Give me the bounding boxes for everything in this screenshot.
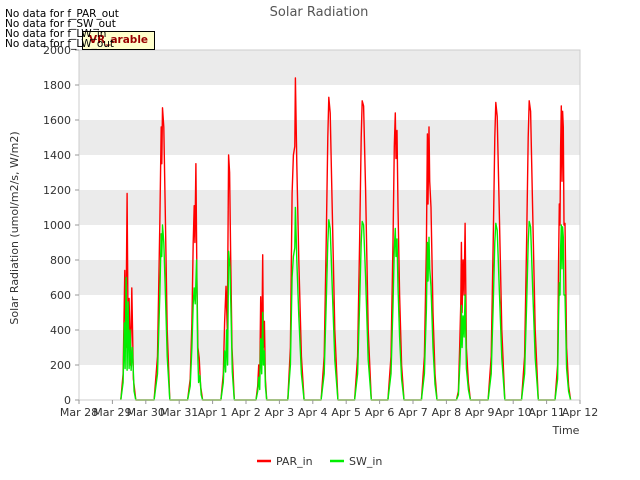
no-data-message-lw-in: No data for f_LW_in xyxy=(5,28,107,40)
legend-label: SW_in xyxy=(349,455,382,468)
legend: PAR_in SW_in xyxy=(257,455,382,468)
no-data-message-par-out: No data for f_PAR_out xyxy=(5,8,119,20)
x-tick-label: Apr 2 xyxy=(231,406,261,419)
x-tick-label: Mar 31 xyxy=(160,406,198,419)
grid-bands xyxy=(79,50,580,365)
legend-label: PAR_in xyxy=(276,455,313,468)
grid-band xyxy=(79,190,580,225)
y-tick-label: 0 xyxy=(64,394,71,407)
y-tick-label: 2000 xyxy=(43,44,71,57)
x-axis-label: Time xyxy=(552,424,580,437)
grid-band xyxy=(79,330,580,365)
y-tick-label: 1400 xyxy=(43,149,71,162)
x-tick-label: Apr 4 xyxy=(298,406,328,419)
y-tick-label: 600 xyxy=(50,289,71,302)
x-tick-label: Apr 8 xyxy=(432,406,462,419)
y-tick-label: 800 xyxy=(50,254,71,267)
x-tick-label: Apr 6 xyxy=(365,406,395,419)
grid-band xyxy=(79,120,580,155)
no-data-message-lw-out: No data for f_LW_out xyxy=(5,38,115,50)
y-tick-label: 200 xyxy=(50,359,71,372)
x-tick-label: Apr 10 xyxy=(495,406,532,419)
y-axis-label: Solar Radiation (umol/m2/s, W/m2) xyxy=(8,131,21,324)
y-tick-label: 400 xyxy=(50,324,71,337)
no-data-message-sw-out: No data for f_SW_out xyxy=(5,18,116,30)
grid-band xyxy=(79,50,580,85)
x-tick-label: Apr 11 xyxy=(528,406,565,419)
x-tick-label: Apr 3 xyxy=(265,406,295,419)
y-tick-label: 1800 xyxy=(43,79,71,92)
series-line-sw-in xyxy=(120,206,572,401)
y-tick-label: 1000 xyxy=(43,219,71,232)
x-tick-label: Mar 29 xyxy=(93,406,131,419)
x-tick-label: Apr 7 xyxy=(398,406,428,419)
x-tick-label: Apr 1 xyxy=(198,406,228,419)
x-tick-label: Apr 12 xyxy=(562,406,599,419)
chart-title: Solar Radiation xyxy=(270,5,369,20)
y-axis: 0 200 400 600 800 1000 1200 1400 1600 1800 2000 xyxy=(43,44,79,407)
y-tick-label: 1200 xyxy=(43,184,71,197)
site-badge: VR_arable xyxy=(82,31,156,50)
x-tick-label: Apr 5 xyxy=(331,406,361,419)
x-tick-label: Apr 9 xyxy=(465,406,495,419)
grid-band xyxy=(79,260,580,295)
x-tick-label: Mar 28 xyxy=(60,406,98,419)
x-tick-label: Mar 30 xyxy=(127,406,165,419)
y-tick-label: 1600 xyxy=(43,114,71,127)
